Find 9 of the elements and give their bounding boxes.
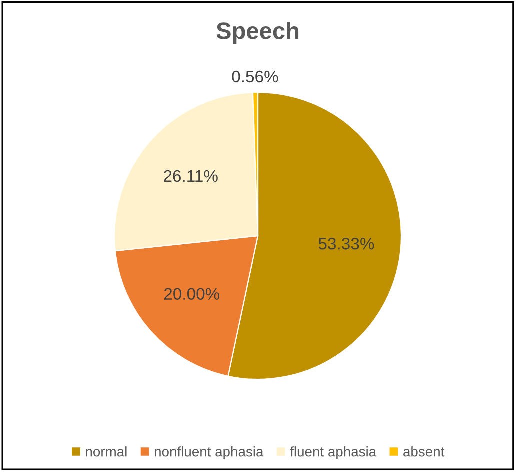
legend-label: nonfluent aphasia [154, 446, 264, 460]
data-label: 20.00% [164, 288, 220, 300]
data-label: 26.11% [164, 170, 218, 182]
data-label: 53.33% [318, 238, 374, 250]
data-label: 0.56% [232, 70, 278, 83]
chart-title: Speech [216, 22, 299, 44]
legend-label: absent [404, 446, 445, 457]
legend-label: fluent aphasia [290, 446, 377, 460]
legend-label: normal [86, 446, 127, 457]
